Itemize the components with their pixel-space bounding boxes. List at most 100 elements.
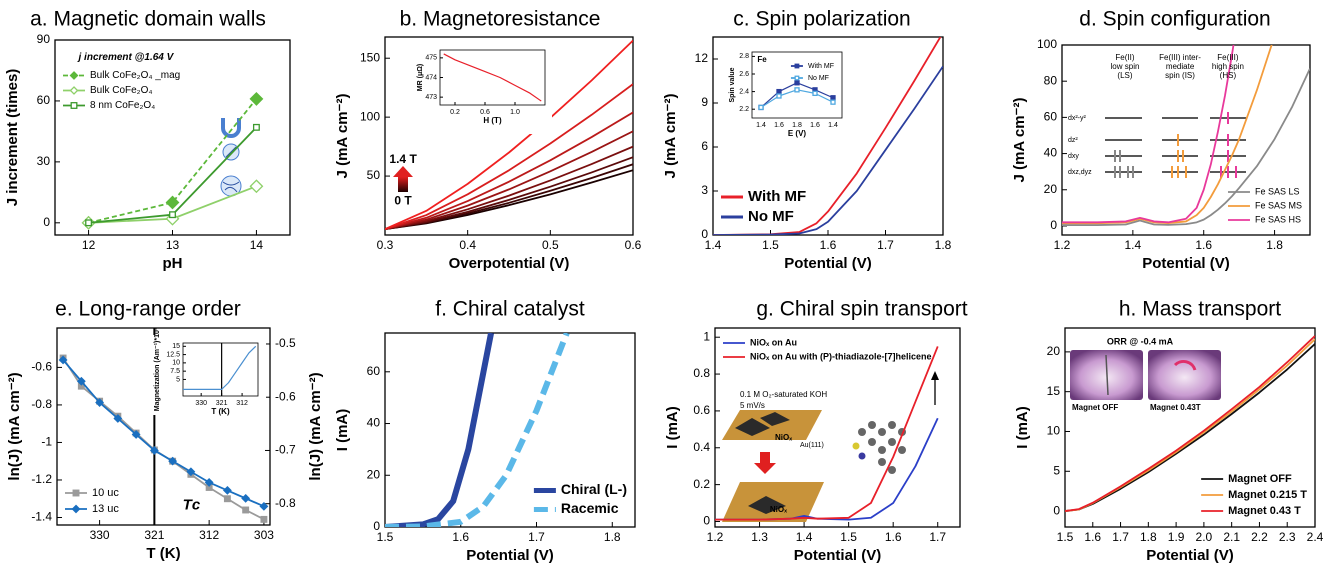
x-tick-label: 1.8: [604, 530, 621, 544]
legend-label: With MF: [808, 63, 834, 70]
y-axis-label: J (mA cm⁻²): [1011, 98, 1028, 183]
x-tick-label: 1.7: [528, 530, 545, 544]
x-tick-label: 0.6: [625, 238, 642, 252]
series-line: [385, 131, 633, 229]
legend-label: 13 uc: [92, 503, 119, 515]
x-axis-label: pH: [163, 255, 183, 272]
annotation: high spin: [1212, 62, 1244, 71]
x-axis-label: Overpotential (V): [449, 255, 570, 272]
x-tick-label: 321: [144, 528, 164, 542]
y-tick-label: 474: [425, 74, 437, 81]
inset: 4734744750.20.61.0H (T)MR (μΩ): [406, 42, 552, 134]
legend-label: Racemic: [561, 500, 619, 516]
x-tick-label: 2.2: [1251, 530, 1268, 544]
annotation: Tᴄ: [183, 496, 201, 513]
marker: [261, 517, 267, 523]
series-line: [385, 333, 567, 527]
x-axis-label: Potential (V): [466, 547, 554, 564]
x-tick-label: 1.5: [377, 530, 394, 544]
y-tick-label: 0.8: [693, 366, 710, 380]
annotation: spin (IS): [1165, 71, 1195, 80]
marker: [831, 96, 835, 100]
annotation: dxy: [1068, 153, 1079, 160]
y-tick-label: 10: [1047, 424, 1061, 438]
panel: f. Chiral catalyst02040601.51.61.71.8Pot…: [334, 298, 635, 564]
y-tick-label: 12: [695, 51, 709, 65]
x-tick-label: 1.5: [762, 238, 779, 252]
panel-title: d. Spin configuration: [1079, 8, 1270, 31]
x-tick-label: 1.6: [885, 530, 902, 544]
y-tick-label: 0: [1050, 218, 1057, 232]
marker: [250, 180, 262, 192]
legend-label: Chiral (L-): [561, 481, 627, 497]
series-line: [385, 333, 491, 527]
arrow-body: [760, 452, 770, 464]
y2-tick-label: -0.6: [275, 389, 296, 403]
marker: [795, 88, 799, 92]
x-tick-label: 1.2: [707, 530, 724, 544]
y-tick-label: 30: [37, 154, 51, 168]
marker: [777, 94, 781, 98]
panel-title: a. Magnetic domain walls: [30, 8, 266, 31]
y-tick-label: 50: [367, 168, 381, 182]
annotation: Au(111): [800, 442, 824, 449]
photo-magnet-on: [1148, 350, 1221, 400]
y-tick-label: -1.2: [31, 472, 52, 486]
x-tick-label: 1.8: [792, 122, 802, 129]
marker: [225, 496, 231, 502]
x-tick-label: 1.5: [1057, 530, 1074, 544]
y-tick-label: 2.2: [739, 106, 749, 113]
x-tick-label: 1.4: [756, 122, 766, 129]
marker: [250, 93, 262, 105]
legend: Fe SAS LSFe SAS MSFe SAS HS: [1228, 186, 1302, 224]
marker: [73, 506, 80, 513]
x-tick-label: 0.4: [459, 238, 476, 252]
annotation: 5 mV/s: [740, 401, 765, 410]
y-tick-label: 7.5: [170, 368, 180, 375]
x-tick-label: 1.8: [935, 238, 952, 252]
legend: Bulk CoFe₂O₄ _magBulk CoFe₂O₄8 nm CoFe₂O…: [63, 70, 180, 111]
x-axis-label: Potential (V): [784, 255, 872, 272]
annotation: ORR @ -0.4 mA: [1107, 336, 1174, 346]
x-tick-label: 0.5: [542, 238, 559, 252]
y-axis-label: J (mA cm⁻²): [662, 94, 679, 179]
y-tick-label: 1: [703, 329, 710, 343]
x-tick-label: 1.6: [810, 122, 820, 129]
y-tick-label: -1.4: [31, 510, 52, 524]
panel-title: g. Chiral spin transport: [756, 298, 967, 321]
legend-label: Bulk CoFe₂O₄: [90, 85, 152, 96]
y-tick-label: 12.5: [166, 351, 180, 358]
y-tick-label: 40: [367, 416, 381, 430]
y-tick-label: 60: [367, 364, 381, 378]
annotation: 0.1 M O₂-saturated KOH: [740, 390, 827, 399]
legend-label: Bulk CoFe₂O₄ _mag: [90, 70, 180, 81]
annotation: (LS): [1117, 71, 1132, 80]
marker: [86, 220, 92, 226]
y-tick-label: 0: [703, 514, 710, 528]
x-tick-label: 1.5: [840, 530, 857, 544]
marker: [73, 490, 79, 496]
field-arrow: [393, 166, 413, 192]
annotation: Fe(II): [1115, 53, 1134, 62]
x-tick-label: 13: [166, 238, 180, 252]
y-tick-label: 0.6: [693, 403, 710, 417]
y-tick-label: 2.8: [739, 53, 749, 60]
x-tick-label: 2.1: [1223, 530, 1240, 544]
y-tick-label: 80: [1044, 73, 1058, 87]
y-tick-label: 20: [1047, 344, 1061, 358]
y-tick-label: 20: [1044, 182, 1058, 196]
inset: 2.22.42.62.81.41.61.81.61.4E (V)Spin val…: [718, 44, 848, 144]
arrow-body: [398, 176, 408, 192]
x-tick-label: 1.2: [1054, 238, 1071, 252]
marker: [813, 91, 817, 95]
y-tick-label: 0: [1053, 503, 1060, 517]
marker: [759, 105, 763, 109]
x-tick-label: 0.6: [480, 109, 490, 116]
legend-label: Fe SAS MS: [1255, 200, 1302, 210]
y2-axis-label: ln(J) (mA cm⁻²): [307, 372, 324, 480]
x-tick-label: 14: [250, 238, 264, 252]
inset: 57.51012.515330321312T (K)Magnetization …: [140, 327, 266, 416]
y-tick-label: 60: [1044, 110, 1058, 124]
x-tick-label: 2.3: [1279, 530, 1296, 544]
